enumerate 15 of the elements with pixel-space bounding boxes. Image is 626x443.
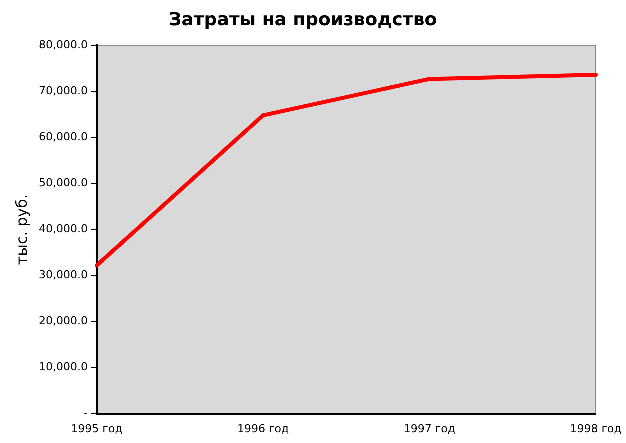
y-tick-label: 50,000.0 (39, 176, 88, 190)
y-tick-label: 70,000.0 (39, 84, 88, 98)
y-axis-title: тыс. руб. (12, 194, 31, 266)
y-tick-label: 20,000.0 (39, 314, 88, 328)
x-tick-label: 1995 год (71, 422, 124, 436)
x-tick-label: 1998 год (570, 422, 622, 436)
y-tick-label: 30,000.0 (39, 268, 88, 282)
x-tick-label: 1997 год (404, 422, 456, 436)
y-tick-label: - (84, 406, 88, 420)
y-tick-label: 80,000.0 (39, 38, 88, 52)
chart-title: Затраты на производство (168, 9, 438, 30)
x-tick-label: 1996 год (238, 422, 290, 436)
y-tick-label: 60,000.0 (39, 130, 88, 144)
y-tick-label: 10,000.0 (39, 360, 88, 374)
y-tick-label: 40,000.0 (39, 222, 88, 236)
